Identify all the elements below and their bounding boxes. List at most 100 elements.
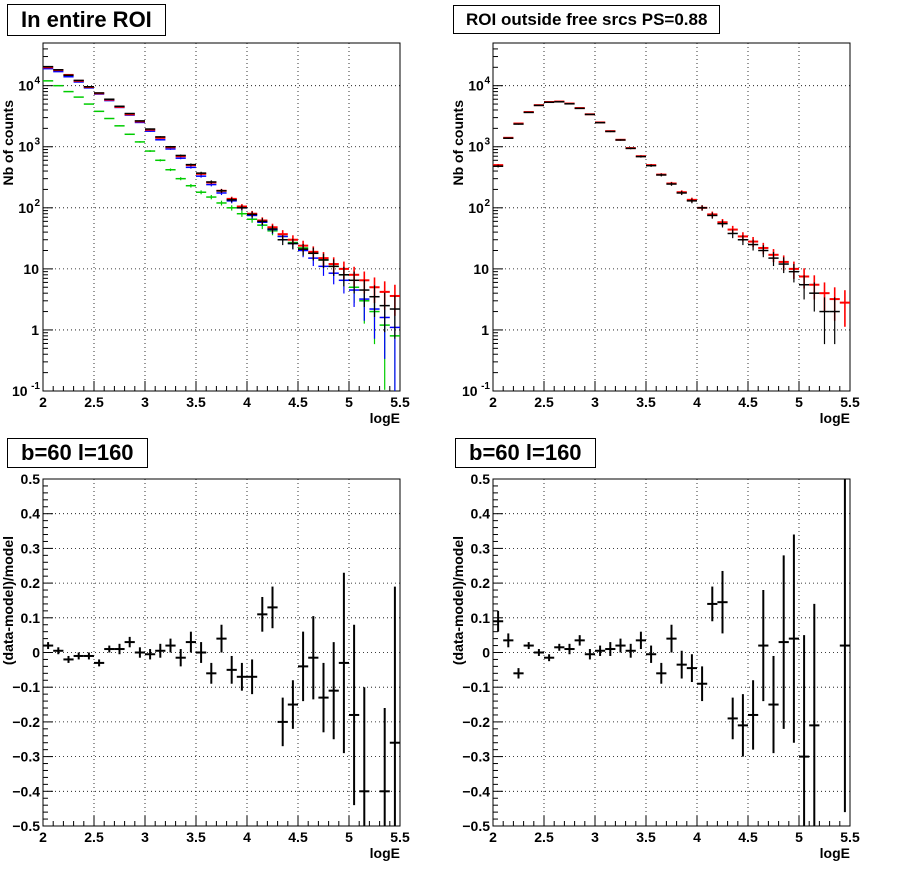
plot-frame (492, 42, 851, 392)
series-blue (43, 67, 400, 391)
y-tick-label: 10 (18, 200, 34, 216)
y-tick-label-exponent: 2 (34, 198, 40, 209)
y-tick-label: 10 (468, 200, 484, 216)
panel1-title: In entire ROI (7, 4, 166, 36)
y-tick-label: 10 (468, 139, 484, 155)
y-tick-label: 0.2 (471, 575, 491, 591)
x-tick-label: 2 (39, 829, 47, 845)
x-axis-label: logE (370, 845, 400, 861)
y-axis-label: (data-model)/model (0, 536, 16, 665)
y-tick-label: 10 (12, 383, 28, 399)
y-tick-label: −0.4 (12, 783, 40, 799)
x-tick-label: 5 (345, 394, 353, 410)
series-black (43, 572, 400, 826)
x-tick-label: 3.5 (186, 394, 206, 410)
y-tick-label: −0.1 (12, 679, 40, 695)
x-tick-label: 2.5 (534, 829, 554, 845)
x-tick-label: 2 (489, 394, 497, 410)
x-tick-label: 2.5 (84, 829, 104, 845)
y-tick-label: 1 (481, 322, 489, 338)
x-tick-label: 4.5 (738, 829, 758, 845)
plot-frame (42, 42, 401, 392)
y-tick-label: 0.1 (471, 610, 491, 626)
x-tick-label: 5 (795, 394, 803, 410)
x-tick-label: 5.5 (840, 394, 860, 410)
y-tick-label: 0.4 (471, 506, 491, 522)
y-tick-label: −0.3 (462, 749, 490, 765)
x-tick-label: 5.5 (390, 829, 410, 845)
x-tick-label: 2 (39, 394, 47, 410)
x-tick-label: 4.5 (288, 394, 308, 410)
y-tick-label: 0.3 (471, 540, 491, 556)
y-tick-label: −0.5 (462, 818, 490, 834)
x-tick-label: 3.5 (636, 829, 656, 845)
y-axis-label: Nb of counts (0, 100, 16, 186)
x-tick-label: 5.5 (840, 829, 860, 845)
y-tick-label: 0 (482, 645, 490, 661)
x-tick-label: 3 (591, 829, 599, 845)
y-tick-label: −0.5 (12, 818, 40, 834)
y-tick-label: 0.5 (21, 471, 41, 487)
y-tick-label: 10 (462, 383, 478, 399)
y-tick-label-exponent: -1 (31, 381, 40, 392)
y-tick-label: 0.1 (21, 610, 41, 626)
y-tick-label: −0.2 (12, 714, 40, 730)
y-tick-label-exponent: 4 (484, 76, 490, 87)
series-red (493, 100, 850, 327)
y-tick-label: 10 (23, 261, 39, 277)
panel2-title: ROI outside free srcs PS=0.88 (453, 5, 721, 34)
y-tick-label: −0.2 (462, 714, 490, 730)
x-tick-label: 2.5 (534, 394, 554, 410)
series-black (493, 479, 850, 826)
y-axis-label: (data-model)/model (450, 536, 466, 665)
panel4-title: b=60 l=160 (455, 438, 596, 468)
y-tick-label-exponent: -1 (481, 381, 490, 392)
x-tick-label: 5 (795, 829, 803, 845)
x-axis-label: logE (820, 845, 850, 861)
y-tick-label: 0.2 (21, 575, 41, 591)
x-tick-label: 2.5 (84, 394, 104, 410)
series-green (43, 80, 400, 391)
y-tick-label: 10 (18, 78, 34, 94)
x-tick-label: 3.5 (186, 829, 206, 845)
y-tick-label: 10 (18, 139, 34, 155)
y-tick-label: −0.3 (12, 749, 40, 765)
y-tick-label: 10 (468, 78, 484, 94)
x-tick-label: 5 (345, 829, 353, 845)
y-tick-label-exponent: 3 (484, 137, 490, 148)
x-tick-label: 4.5 (738, 394, 758, 410)
y-tick-label: 10 (473, 261, 489, 277)
y-tick-label: 1 (31, 322, 39, 338)
y-tick-label-exponent: 3 (34, 137, 40, 148)
series-black (43, 65, 400, 339)
x-tick-label: 3 (591, 394, 599, 410)
x-tick-label: 4.5 (288, 829, 308, 845)
x-tick-label: 3 (141, 394, 149, 410)
x-tick-label: 3.5 (636, 394, 656, 410)
series-black (493, 101, 840, 345)
y-tick-label: −0.1 (462, 679, 490, 695)
x-tick-label: 4 (693, 829, 701, 845)
x-tick-label: 4 (243, 394, 251, 410)
x-tick-label: 3 (141, 829, 149, 845)
y-tick-label: 0.4 (21, 506, 41, 522)
y-tick-label-exponent: 2 (484, 198, 490, 209)
x-axis-label: logE (370, 410, 400, 426)
y-axis-label: Nb of counts (450, 100, 466, 186)
x-axis-label: logE (820, 410, 850, 426)
y-tick-label: 0 (32, 645, 40, 661)
y-tick-label: 0.5 (471, 471, 491, 487)
x-tick-label: 2 (489, 829, 497, 845)
y-tick-label-exponent: 4 (34, 76, 40, 87)
x-tick-label: 5.5 (390, 394, 410, 410)
panel3-title: b=60 l=160 (7, 438, 148, 468)
y-tick-label: 0.3 (21, 540, 41, 556)
x-tick-label: 4 (693, 394, 701, 410)
y-tick-label: −0.4 (462, 783, 490, 799)
x-tick-label: 4 (243, 829, 251, 845)
